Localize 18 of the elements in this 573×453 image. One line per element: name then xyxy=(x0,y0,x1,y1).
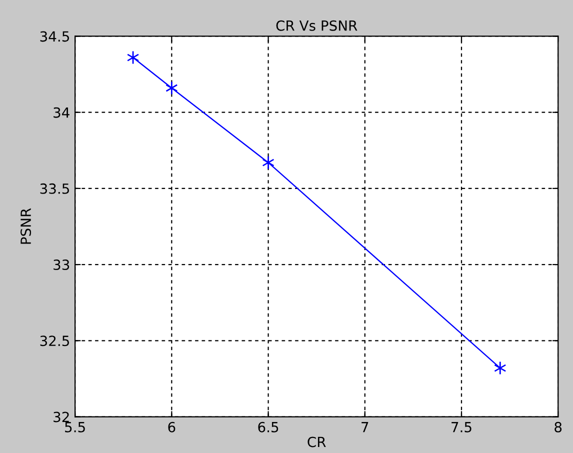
x-axis-title: CR xyxy=(308,436,326,448)
y-tick-label: 33.5 xyxy=(40,183,69,194)
y-tick-label: 32 xyxy=(54,412,69,422)
y-axis-title: PSNR xyxy=(20,208,32,244)
x-tick-label: 8 xyxy=(554,422,562,432)
x-tick-label: 5.5 xyxy=(65,422,85,432)
x-tick-label: 7.5 xyxy=(452,422,472,432)
point xyxy=(494,361,506,375)
x-tick-label: 7 xyxy=(362,422,368,432)
y-tick-label: 32.5 xyxy=(40,336,69,346)
chart-title: CR Vs PSNR xyxy=(276,20,358,31)
point xyxy=(262,156,274,170)
point xyxy=(166,81,178,95)
y-tick-label: 33 xyxy=(54,260,70,270)
y-tick-label: 34.5 xyxy=(40,31,69,42)
x-tick-label: 6.5 xyxy=(258,422,278,432)
x-tick-label: 6 xyxy=(168,422,176,432)
y-tick-label: 34 xyxy=(54,107,70,118)
